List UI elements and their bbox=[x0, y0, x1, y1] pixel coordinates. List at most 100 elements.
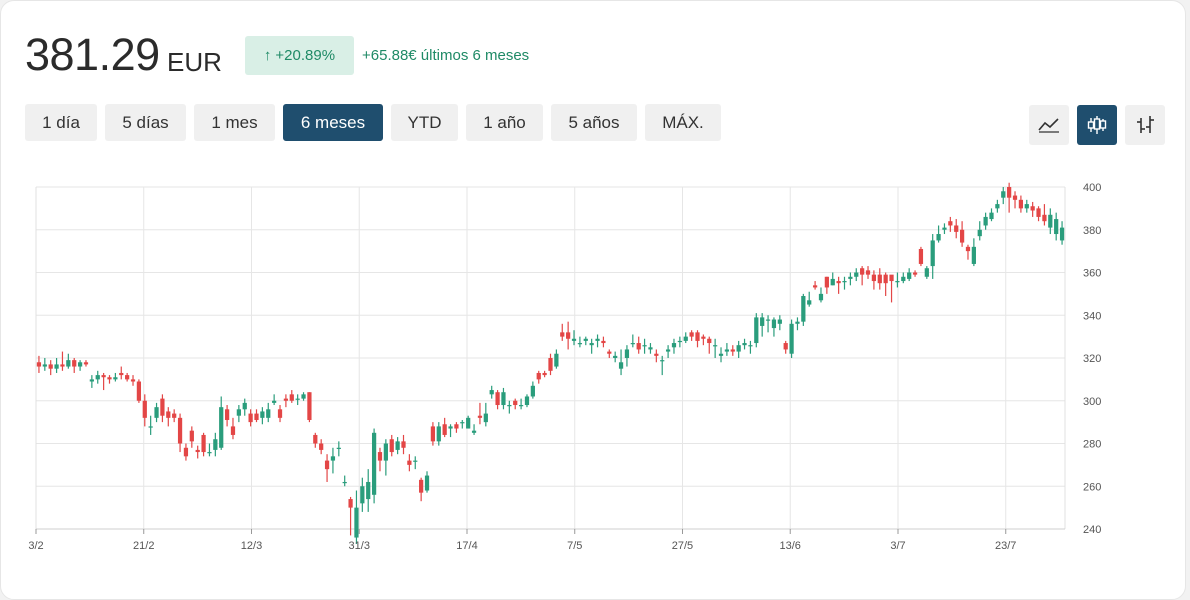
candle-down bbox=[954, 225, 959, 232]
time-range-selector: 1 día 5 días 1 mes 6 meses YTD 1 año 5 a… bbox=[25, 104, 721, 141]
x-tick-label: 3/2 bbox=[28, 540, 43, 552]
change-amount-text: +65.88€ últimos 6 meses bbox=[362, 47, 530, 64]
candlestick-chart-icon bbox=[1087, 116, 1107, 134]
candle-up bbox=[648, 347, 653, 350]
candle-down bbox=[636, 343, 641, 350]
candle-up bbox=[630, 343, 635, 345]
candle-up bbox=[54, 364, 59, 369]
candle-up bbox=[807, 300, 812, 305]
candle-down bbox=[36, 362, 42, 367]
ohlc-chart-button[interactable] bbox=[1125, 105, 1165, 145]
range-button-ytd[interactable]: YTD bbox=[391, 104, 458, 141]
candle-up bbox=[760, 317, 765, 326]
line-chart-button[interactable] bbox=[1029, 105, 1069, 145]
candle-up bbox=[436, 426, 441, 442]
candle-down bbox=[319, 443, 324, 450]
candle-down bbox=[912, 272, 918, 275]
candle-down bbox=[230, 426, 236, 435]
candle-down bbox=[707, 338, 712, 344]
current-price: 381.29 bbox=[25, 29, 160, 80]
candle-down bbox=[107, 377, 112, 380]
candle-down bbox=[430, 426, 436, 442]
candle-down bbox=[201, 434, 206, 453]
candle-up bbox=[624, 349, 630, 358]
x-tick-label: 21/2 bbox=[133, 540, 154, 552]
candlestick-chart-button[interactable] bbox=[1077, 105, 1117, 145]
candle-up bbox=[842, 281, 847, 283]
candle-down bbox=[1007, 187, 1012, 198]
x-axis: 3/2 21/2 12/3 31/3 17/4 7/5 27/5 13/6 3/7 23/7 bbox=[28, 529, 1016, 552]
candle-up bbox=[989, 212, 994, 220]
candle-up bbox=[742, 343, 747, 346]
candle-down bbox=[1012, 195, 1018, 200]
candle-down bbox=[566, 332, 571, 339]
candle-down bbox=[195, 449, 200, 453]
range-button-1m[interactable]: 1 mes bbox=[194, 104, 275, 141]
candle-down bbox=[812, 285, 818, 288]
candle-up bbox=[724, 349, 730, 352]
change-percent: +20.89% bbox=[275, 47, 336, 64]
candle-down bbox=[177, 417, 183, 444]
candle-down bbox=[324, 460, 330, 470]
candle-up bbox=[671, 343, 677, 348]
candle-down bbox=[136, 381, 142, 401]
x-tick-label: 23/7 bbox=[995, 540, 1016, 552]
line-chart-icon bbox=[1038, 118, 1059, 133]
range-button-1d[interactable]: 1 día bbox=[25, 104, 97, 141]
candle-up bbox=[677, 340, 682, 343]
candle-up bbox=[907, 272, 912, 279]
y-tick-label: 300 bbox=[1083, 396, 1101, 408]
candle-down bbox=[83, 362, 89, 365]
candle-up bbox=[242, 402, 247, 410]
candle-up bbox=[977, 229, 982, 237]
candle-down bbox=[542, 372, 547, 376]
y-tick-label: 360 bbox=[1083, 268, 1101, 280]
candle-up bbox=[207, 452, 212, 454]
candle-up bbox=[771, 319, 777, 329]
candle-down bbox=[160, 398, 165, 416]
candle-up bbox=[1048, 214, 1053, 228]
candle-up bbox=[154, 407, 159, 418]
range-button-5y[interactable]: 5 años bbox=[551, 104, 637, 141]
candle-up bbox=[260, 411, 265, 418]
candle-up bbox=[930, 240, 935, 267]
range-button-6m[interactable]: 6 meses bbox=[283, 104, 383, 141]
candle-up bbox=[683, 336, 688, 341]
candle-down bbox=[871, 274, 877, 282]
candle-down bbox=[189, 430, 194, 442]
candle-up bbox=[483, 413, 488, 423]
candle-down bbox=[1036, 208, 1041, 217]
candle-down bbox=[560, 332, 565, 337]
candle-down bbox=[889, 274, 894, 282]
candle-up bbox=[583, 338, 588, 341]
candle-up bbox=[1054, 219, 1059, 235]
candle-down bbox=[277, 409, 283, 418]
candle-down bbox=[783, 343, 788, 350]
range-button-5d[interactable]: 5 días bbox=[105, 104, 186, 141]
candle-down bbox=[48, 364, 53, 369]
candle-down bbox=[1030, 206, 1035, 211]
y-tick-label: 240 bbox=[1083, 524, 1101, 536]
candle-down bbox=[307, 392, 312, 420]
candle-up bbox=[148, 426, 153, 428]
x-tick-label: 7/5 bbox=[567, 540, 582, 552]
range-button-1y[interactable]: 1 año bbox=[466, 104, 543, 141]
x-tick-label: 12/3 bbox=[241, 540, 262, 552]
candle-up bbox=[89, 379, 94, 382]
currency-label: EUR bbox=[167, 47, 222, 77]
range-button-max[interactable]: MÁX. bbox=[645, 104, 721, 141]
candle-up bbox=[571, 338, 577, 341]
candle-up bbox=[595, 338, 600, 341]
candle-up bbox=[613, 355, 618, 358]
candle-down bbox=[607, 351, 612, 354]
candle-up bbox=[789, 323, 794, 354]
candle-down bbox=[101, 375, 106, 378]
candle-down bbox=[125, 375, 130, 380]
candle-down bbox=[283, 398, 289, 401]
y-tick-label: 320 bbox=[1083, 353, 1101, 365]
candle-down bbox=[701, 336, 706, 339]
candle-down bbox=[401, 441, 406, 448]
candle-series bbox=[36, 182, 1065, 544]
candle-down bbox=[142, 400, 147, 418]
